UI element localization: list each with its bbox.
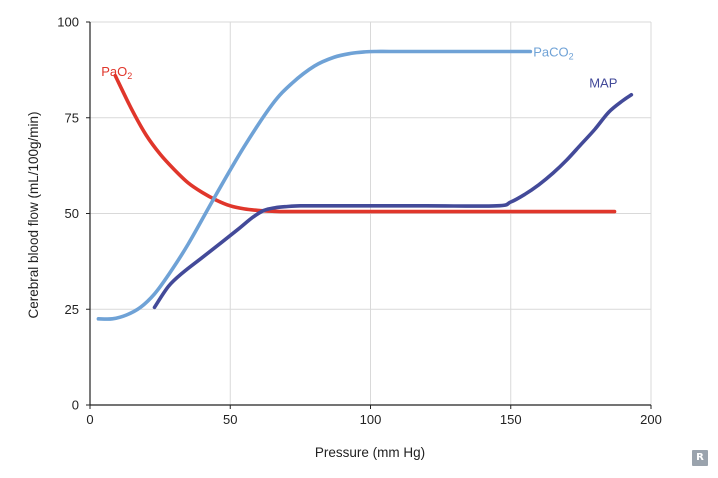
- y-axis-title: Cerebral blood flow (mL/100g/min): [26, 111, 41, 318]
- series-line-pao2: [113, 73, 617, 214]
- series-label-paco2: PaCO2: [533, 45, 573, 62]
- y-tick-label: 0: [72, 398, 79, 413]
- series-label-main: PaCO: [533, 45, 568, 60]
- x-tick-label: 0: [86, 412, 93, 427]
- series-label-subscript: 2: [569, 52, 574, 62]
- x-axis-title: Pressure (mm Hg): [315, 445, 425, 460]
- x-tick-label: 50: [223, 412, 237, 427]
- x-tick-label: 150: [500, 412, 522, 427]
- series-label-subscript: 2: [127, 71, 132, 81]
- series-label-pao2: PaO2: [101, 64, 132, 81]
- x-tick-label: 100: [360, 412, 382, 427]
- tick-labels: 0 50 100 150 200 0 25 50 75 100: [57, 15, 662, 428]
- y-tick-label: 100: [57, 15, 79, 30]
- series-label-main: PaO: [101, 64, 127, 79]
- rx-logo-icon: R: [692, 450, 708, 466]
- series-line-paco2: [96, 49, 533, 321]
- axes: [86, 21, 652, 409]
- x-tick-label: 200: [640, 412, 662, 427]
- series-label-map: MAP: [589, 75, 617, 90]
- series-label-main: MAP: [589, 75, 617, 90]
- y-tick-label: 50: [65, 206, 79, 221]
- y-tick-label: 25: [65, 302, 79, 317]
- grid: [90, 21, 652, 405]
- series-lines: [96, 49, 634, 321]
- series-line-map: [152, 92, 634, 310]
- y-tick-label: 75: [65, 110, 79, 125]
